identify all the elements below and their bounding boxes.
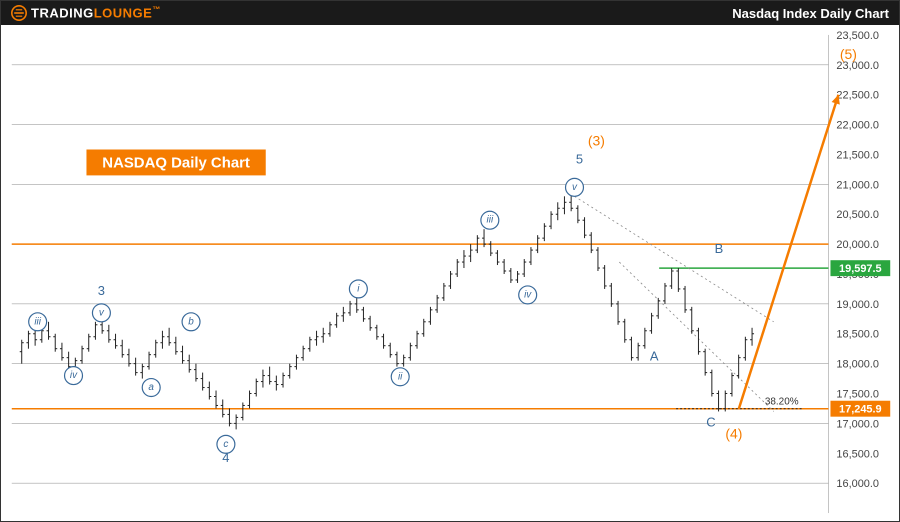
svg-text:(5): (5) (840, 46, 857, 62)
svg-text:iv: iv (70, 370, 78, 381)
svg-text:NASDAQ Daily Chart: NASDAQ Daily Chart (102, 154, 250, 171)
svg-text:19,000.0: 19,000.0 (836, 299, 879, 311)
svg-text:20,500.0: 20,500.0 (836, 209, 879, 221)
svg-text:B: B (715, 241, 724, 256)
svg-text:c: c (223, 439, 228, 450)
svg-text:18,000.0: 18,000.0 (836, 359, 879, 371)
svg-text:b: b (188, 316, 194, 327)
header-title: Nasdaq Index Daily Chart (732, 6, 889, 21)
svg-text:17,245.9: 17,245.9 (839, 404, 882, 416)
svg-text:23,500.0: 23,500.0 (836, 30, 879, 42)
svg-text:22,000.0: 22,000.0 (836, 120, 879, 132)
svg-text:5: 5 (576, 151, 583, 166)
svg-text:(3): (3) (588, 133, 605, 149)
logo-icon (11, 5, 27, 21)
svg-text:18,500.0: 18,500.0 (836, 329, 879, 341)
svg-text:38.20%: 38.20% (765, 397, 799, 408)
svg-text:16,500.0: 16,500.0 (836, 448, 879, 460)
chart-area[interactable]: 16,000.0 16,500.0 17,000.0 17,500.0 18,000.0… (1, 25, 899, 521)
svg-text:22,500.0: 22,500.0 (836, 90, 879, 102)
svg-text:iii: iii (487, 215, 494, 226)
brand-lounge: LOUNGE (94, 6, 153, 21)
svg-text:A: A (650, 349, 659, 364)
svg-text:iii: iii (34, 316, 41, 327)
svg-text:a: a (148, 382, 154, 393)
svg-text:17,000.0: 17,000.0 (836, 418, 879, 430)
svg-text:21,500.0: 21,500.0 (836, 149, 879, 161)
brand-tm: ™ (152, 5, 161, 14)
svg-text:(4): (4) (725, 425, 742, 441)
chart-container: TRADINGLOUNGE™ Nasdaq Index Daily Chart … (0, 0, 900, 522)
logo: TRADINGLOUNGE™ (11, 5, 161, 21)
svg-text:4: 4 (222, 450, 229, 465)
brand-trading: TRADING (31, 6, 94, 21)
svg-text:21,000.0: 21,000.0 (836, 179, 879, 191)
svg-text:ii: ii (398, 371, 403, 382)
chart-svg: 16,000.0 16,500.0 17,000.0 17,500.0 18,000.0… (1, 25, 899, 521)
svg-text:20,000.0: 20,000.0 (836, 239, 879, 251)
svg-text:17,500.0: 17,500.0 (836, 388, 879, 400)
svg-text:16,000.0: 16,000.0 (836, 478, 879, 490)
svg-text:3: 3 (98, 283, 105, 298)
header: TRADINGLOUNGE™ Nasdaq Index Daily Chart (1, 1, 899, 25)
svg-text:19,597.5: 19,597.5 (839, 263, 882, 275)
svg-text:C: C (706, 414, 715, 429)
svg-text:iv: iv (524, 289, 532, 300)
